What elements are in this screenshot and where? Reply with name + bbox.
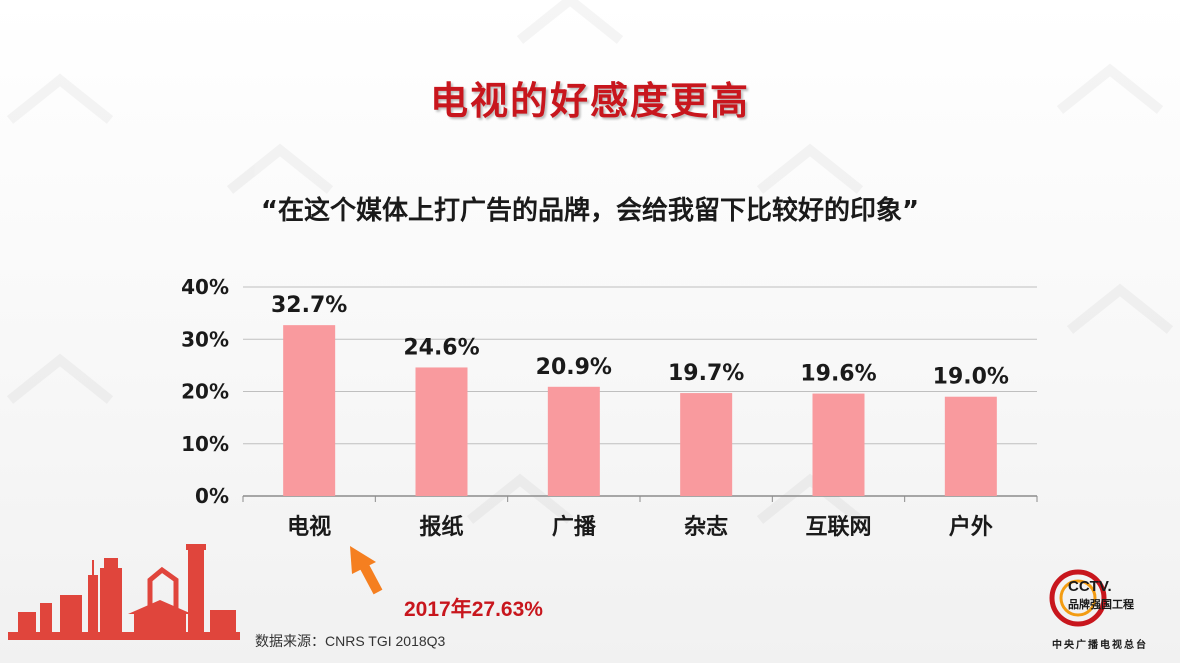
y-tick-label: 20% bbox=[181, 380, 229, 404]
category-label: 户外 bbox=[949, 514, 993, 540]
data-source: 数据来源：CNRS TGI 2018Q3 bbox=[255, 633, 446, 649]
y-tick-label: 40% bbox=[181, 275, 229, 299]
bar-value-label: 19.0% bbox=[933, 365, 1009, 390]
bar-value-label: 20.9% bbox=[536, 355, 612, 380]
y-axis-ticks: 0% 10% 20% 30% 40% bbox=[181, 275, 229, 508]
bar-value-label: 24.6% bbox=[403, 335, 479, 360]
bar-value-label: 19.7% bbox=[668, 361, 744, 386]
bar-value-label: 32.7% bbox=[271, 293, 347, 318]
watermark-pattern bbox=[6, 0, 1174, 524]
y-tick-label: 10% bbox=[181, 432, 229, 456]
category-label: 互联网 bbox=[805, 515, 871, 540]
bar-value-label: 19.6% bbox=[800, 362, 876, 387]
bars-layer bbox=[283, 325, 997, 496]
bar bbox=[283, 325, 336, 496]
bar bbox=[547, 386, 600, 496]
bar bbox=[812, 393, 865, 496]
logo-subtitle: 品牌强国工程 bbox=[1068, 598, 1134, 611]
cctv-logo: CCTV. 品牌强国工程 中央广播电视总台 bbox=[1040, 560, 1175, 660]
logo-footer: 中央广播电视总台 bbox=[1052, 640, 1148, 651]
grid-layer bbox=[242, 286, 1038, 502]
category-label: 杂志 bbox=[684, 515, 728, 540]
bar bbox=[415, 367, 468, 496]
slide-title: 电视的好感度更高 bbox=[429, 79, 750, 123]
highlight-arrow bbox=[350, 546, 383, 595]
x-axis-categories: 电视 报纸 广播 杂志 互联网 户外 bbox=[287, 514, 993, 540]
category-label: 广播 bbox=[552, 514, 597, 540]
logo-name: CCTV. bbox=[1068, 578, 1112, 595]
slide-subtitle: “在这个媒体上打广告的品牌，会给我留下比较好的印象” bbox=[260, 196, 920, 226]
value-labels: 32.7% 24.6% 20.9% 19.7% 19.6% 19.0% bbox=[271, 293, 1009, 390]
city-skyline-illustration bbox=[8, 544, 240, 640]
bar bbox=[944, 396, 997, 496]
y-tick-label: 0% bbox=[195, 484, 229, 508]
bar bbox=[680, 393, 733, 496]
previous-year-note: 2017年27.63% bbox=[404, 598, 543, 621]
category-label: 电视 bbox=[287, 514, 331, 540]
category-label: 报纸 bbox=[419, 514, 463, 540]
cctv-logo-mark bbox=[1049, 569, 1107, 627]
y-tick-label: 30% bbox=[181, 327, 229, 351]
